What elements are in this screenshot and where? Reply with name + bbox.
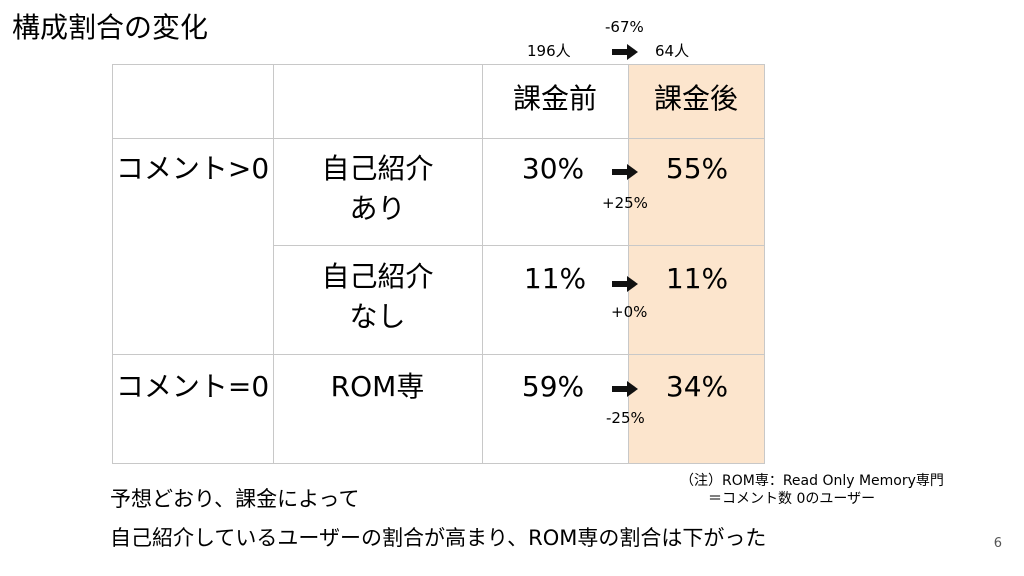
row-group-label: コメント=0 <box>115 370 270 403</box>
conclusion-line2: 自己紹介しているユーザーの割合が高まり、ROM専の割合は下がった <box>110 526 767 550</box>
header-after: 課金後 <box>653 82 738 115</box>
before-count-label: 196人 <box>527 42 571 60</box>
page-number: 6 <box>993 536 1002 551</box>
table-divider <box>628 64 629 464</box>
table-divider <box>482 64 483 464</box>
value-after: 55% <box>665 152 729 185</box>
right-arrow-icon <box>612 164 638 180</box>
right-arrow-icon <box>612 276 638 292</box>
value-diff: +25% <box>602 194 648 212</box>
after-column-highlight <box>628 64 764 464</box>
footnote-line2: ＝コメント数 0のユーザー <box>708 491 876 507</box>
right-arrow-icon <box>612 44 638 60</box>
row-label-line2: なし <box>349 300 406 333</box>
row-label-line2: あり <box>349 192 406 225</box>
row-label-line1: 自己紹介 <box>321 152 434 185</box>
conclusion-line1: 予想どおり、課金によって <box>110 487 360 511</box>
value-diff: +0% <box>611 303 648 321</box>
table-divider <box>112 138 764 139</box>
value-after: 11% <box>665 262 729 295</box>
table-border-bottom <box>112 463 764 464</box>
footnote-line1: （注）ROM専：Read Only Memory専門 <box>680 473 944 489</box>
value-before: 30% <box>521 152 585 185</box>
total-change-label: -67% <box>605 18 644 36</box>
table-border-left <box>112 64 113 464</box>
value-before: 11% <box>523 262 587 295</box>
after-count-label: 64人 <box>655 42 690 60</box>
table-divider <box>112 354 764 355</box>
table-divider <box>273 64 274 464</box>
value-after: 34% <box>665 370 729 403</box>
header-before: 課金前 <box>512 82 597 115</box>
value-diff: -25% <box>606 409 645 427</box>
value-before: 59% <box>521 370 585 403</box>
table-border-top <box>112 64 764 65</box>
row-label-line1: 自己紹介 <box>321 260 434 293</box>
page-title: 構成割合の変化 <box>12 11 209 44</box>
table-border-right <box>764 64 765 464</box>
table-divider <box>273 245 764 246</box>
right-arrow-icon <box>612 381 638 397</box>
row-label-line1: ROM専 <box>330 370 425 403</box>
row-group-label: コメント>0 <box>115 152 270 185</box>
